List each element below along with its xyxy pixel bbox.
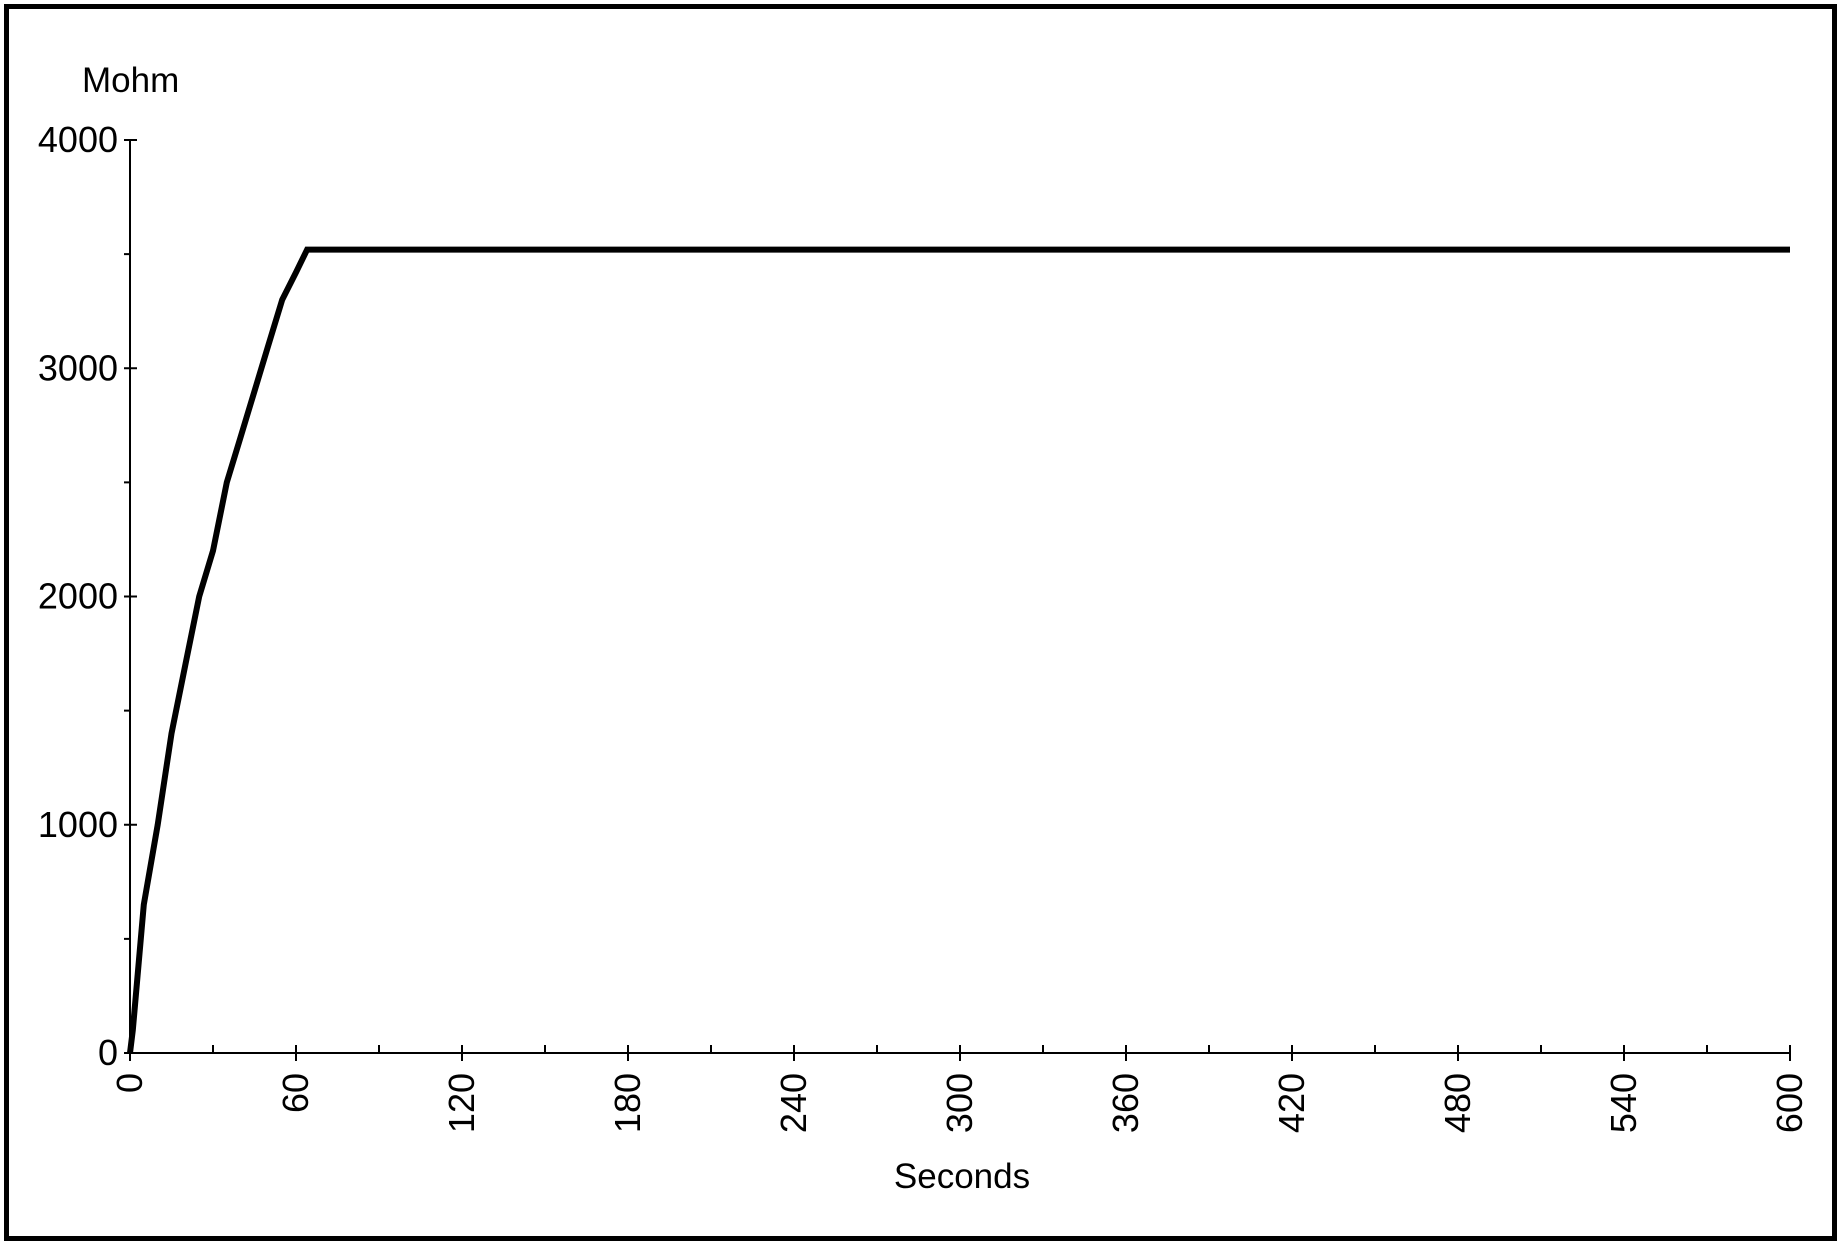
y-axis-title: Mohm [82, 61, 179, 100]
y-tick-label: 3000 [38, 347, 118, 388]
tick-labels: 0 1000 2000 3000 4000 0 60 120 180 240 300 360 420 48… [38, 119, 1810, 1133]
ticks [124, 139, 1791, 1061]
y-tick-label: 2000 [38, 576, 118, 617]
x-tick-label: 60 [275, 1073, 316, 1113]
series-layer [127, 246, 1790, 1054]
x-tick-label: 0 [109, 1073, 150, 1093]
series-line [127, 246, 1790, 1054]
y-tick-label: 0 [98, 1032, 118, 1073]
x-tick-label: 420 [1271, 1073, 1312, 1133]
x-tick-label: 240 [773, 1073, 814, 1133]
x-tick-label: 480 [1437, 1073, 1478, 1133]
x-axis-title: Seconds [894, 1157, 1030, 1196]
x-tick-label: 120 [441, 1073, 482, 1133]
x-tick-label: 540 [1603, 1073, 1644, 1133]
x-tick-label: 360 [1105, 1073, 1146, 1133]
y-tick-label: 4000 [38, 119, 118, 160]
chart-frame [4, 4, 1837, 1241]
axes [129, 140, 1790, 1054]
x-tick-label: 300 [939, 1073, 980, 1133]
y-tick-label: 1000 [38, 804, 118, 845]
x-tick-label: 180 [607, 1073, 648, 1133]
x-tick-label: 600 [1769, 1073, 1810, 1133]
